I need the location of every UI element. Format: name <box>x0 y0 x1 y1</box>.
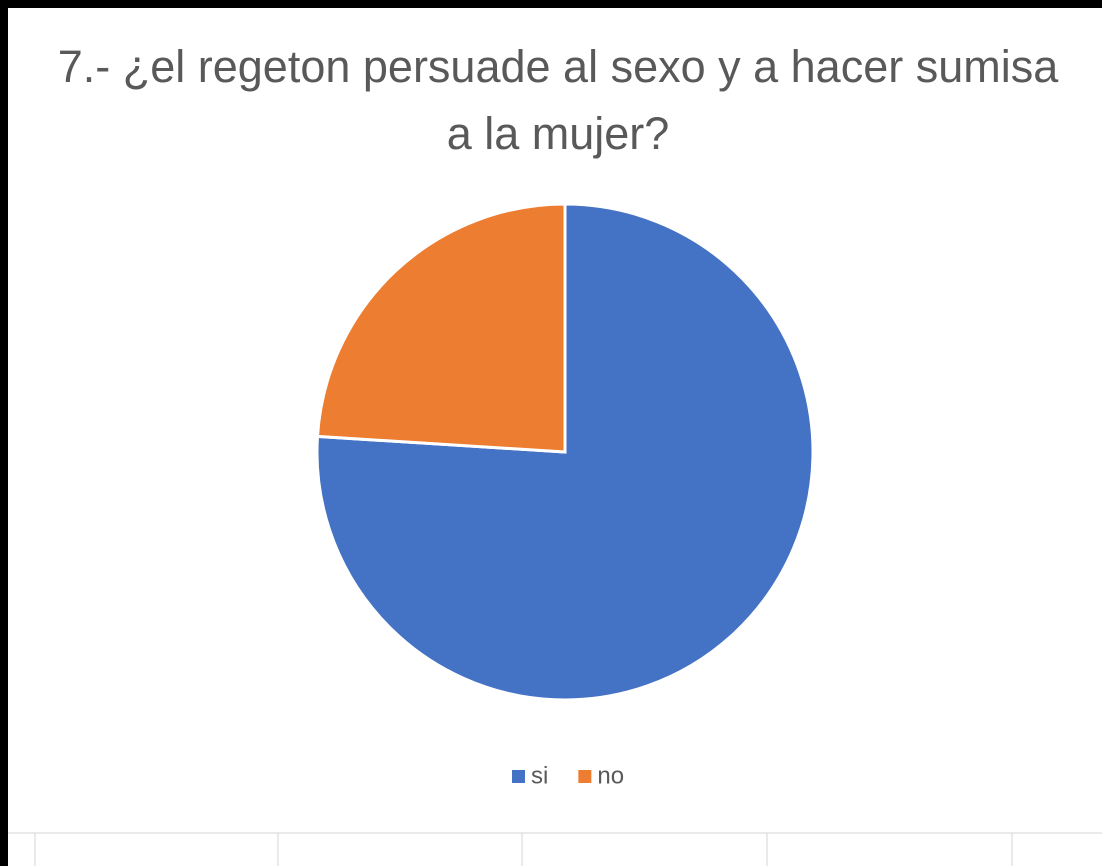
pie-slice <box>315 202 567 454</box>
chart-title: 7.- ¿el regeton persuade al sexo y a hac… <box>57 41 1059 159</box>
legend-label: si <box>531 762 548 789</box>
chart-area: 7.- ¿el regeton persuade al sexo y a hac… <box>8 8 1102 866</box>
legend-label: no <box>597 762 624 789</box>
sheet-grid <box>8 832 1102 866</box>
legend-swatch <box>578 770 592 783</box>
legend-swatch <box>512 770 525 783</box>
